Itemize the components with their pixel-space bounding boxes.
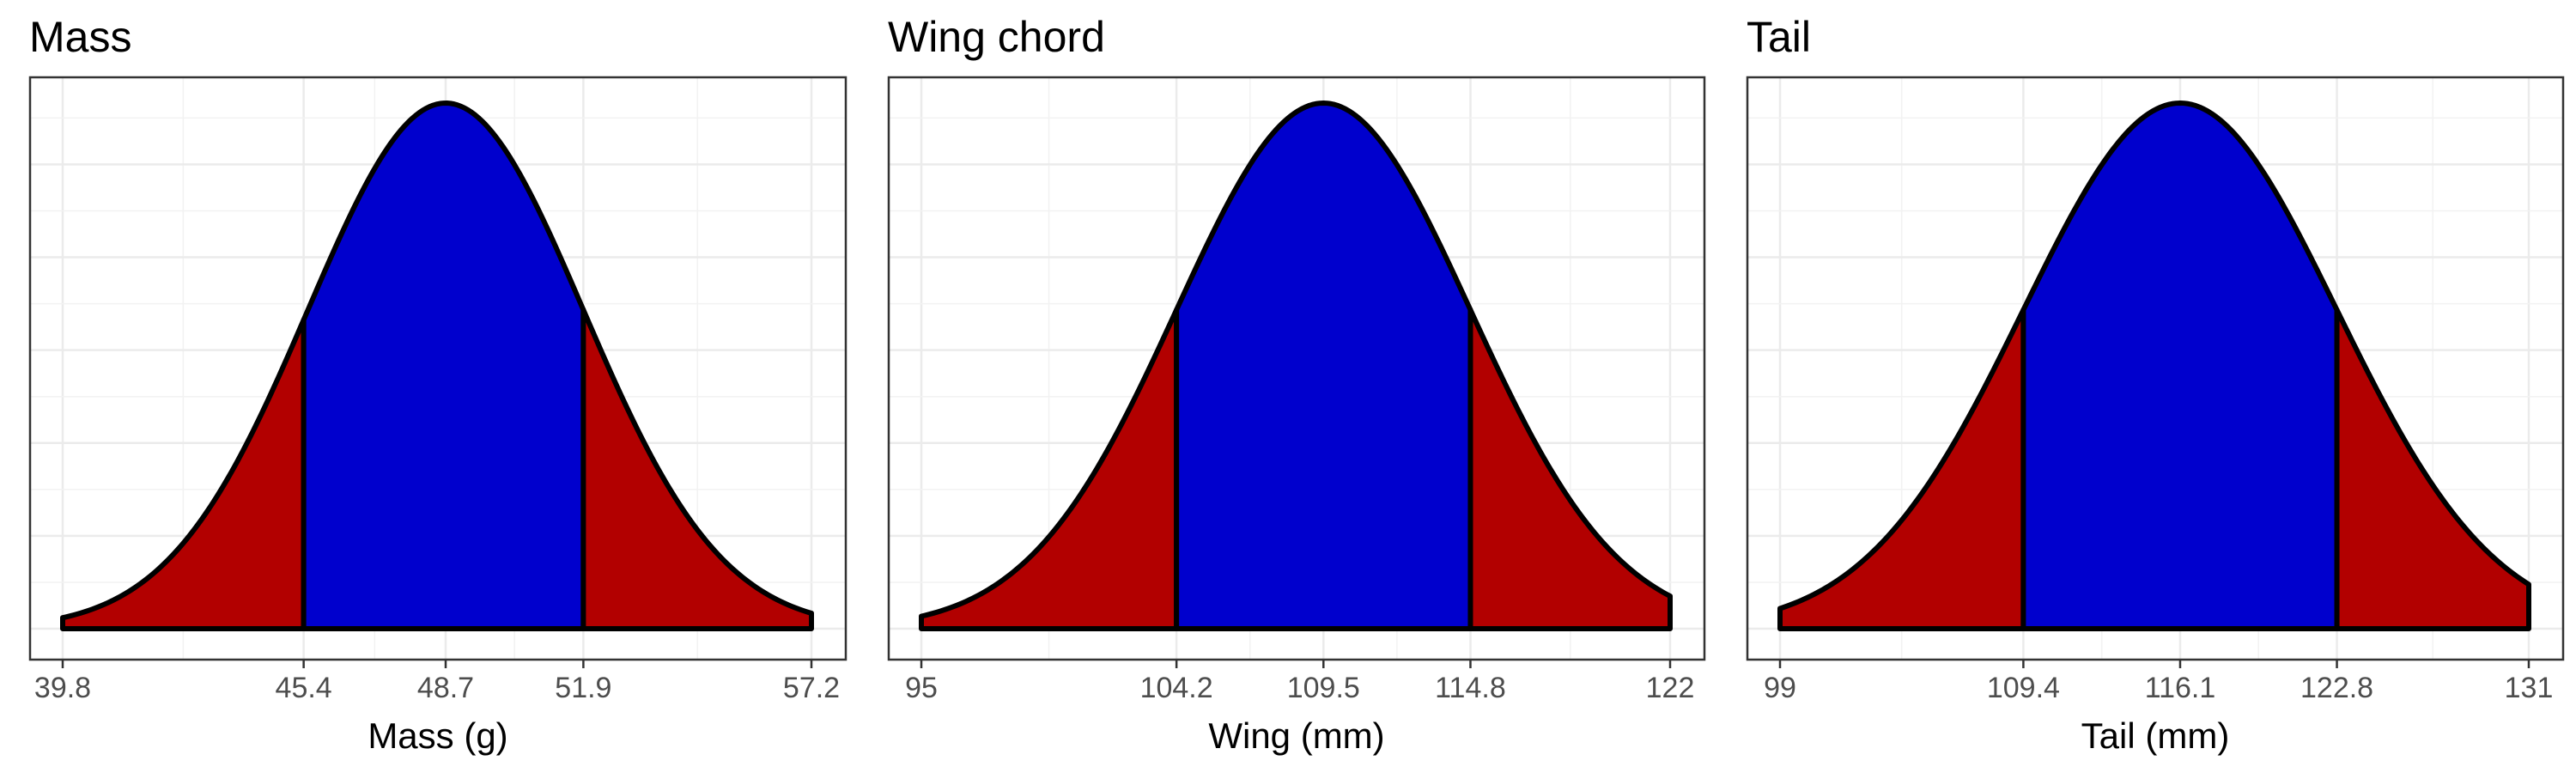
wing-chord-lower-tail-area [919,307,1180,631]
mass-x-axis-title: Mass (g) [368,715,507,756]
mass-panel-title: Mass [29,13,132,61]
mass-lower-tail-area [60,317,307,631]
mass-upper-tail-area [580,307,814,631]
wing-chord-x-tick-label: 95 [905,672,938,704]
tail-x-tick-label: 99 [1764,672,1796,704]
mass-density-plot: 39.8 45.4 48.7 51.9 57.2 Mass (g) [28,76,848,756]
tail-panel-border [1746,76,2565,661]
wing-chord-central-area [1174,100,1473,631]
wing-chord-x-tick-label: 109.5 [1287,672,1360,704]
mass-x-tick-label: 45.4 [276,672,332,704]
mass-central-area [301,100,586,631]
tail-panel-title: Tail [1747,13,1812,61]
tail-central-area [2020,100,2340,631]
tail-x-axis-title: Tail (mm) [2081,715,2230,756]
tail-density-plot: 99 109.4 116.1 122.8 131 Tail (mm) [1746,76,2565,756]
wing-chord-x-tick-label: 122 [1646,672,1695,704]
tail-x-tick-label: 131 [2505,672,2554,704]
wing-chord-upper-tail-area [1467,307,1673,631]
tail-upper-tail-area [2334,307,2531,631]
mass-density-panel: Mass 39.8 45.4 48.7 51.9 57.2 Mass (g) [0,0,859,773]
wing-chord-x-tick-label: 104.2 [1140,672,1213,704]
tail-density-panel: Tail 99 109.4 116.1 122.8 131 Tail (mm) [1717,0,2576,773]
wing-chord-x-tick-label: 114.8 [1435,672,1506,704]
mass-panel-border [28,76,848,661]
tail-lower-tail-area [1777,307,2026,631]
tail-x-tick-label: 116.1 [2145,672,2216,704]
wing-chord-density-plot: 95 104.2 109.5 114.8 122 Wing (mm) [887,76,1706,756]
wing-chord-panel-title: Wing chord [888,13,1105,61]
wing-chord-panel-border [887,76,1706,661]
tail-x-tick-label: 109.4 [1987,672,2060,704]
wing-chord-density-panel: Wing chord 95 104.2 109.5 114.8 122 Wing (mm) [859,0,1717,773]
tail-x-tick-label: 122.8 [2300,672,2373,704]
mass-x-tick-label: 51.9 [555,672,611,704]
mass-x-tick-label: 48.7 [417,672,474,704]
wing-chord-x-axis-title: Wing (mm) [1208,715,1384,756]
mass-x-tick-label: 39.8 [34,672,91,704]
mass-x-tick-label: 57.2 [783,672,840,704]
